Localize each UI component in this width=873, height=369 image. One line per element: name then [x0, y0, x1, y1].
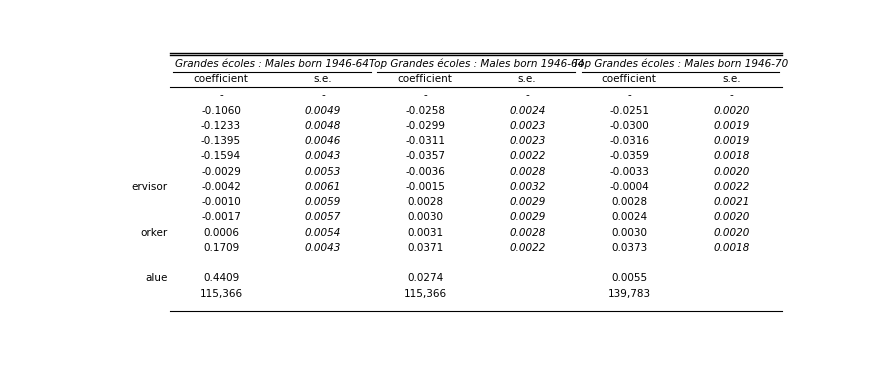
Text: 0.0043: 0.0043 [305, 243, 341, 253]
Text: 0.0019: 0.0019 [713, 121, 750, 131]
Text: 0.0048: 0.0048 [305, 121, 341, 131]
Text: Top Grandes écoles : Males born 1946-70: Top Grandes écoles : Males born 1946-70 [573, 59, 788, 69]
Text: 0.0023: 0.0023 [509, 121, 546, 131]
Text: 0.0006: 0.0006 [203, 228, 239, 238]
Text: -0.1594: -0.1594 [201, 151, 241, 161]
Text: 0.0028: 0.0028 [509, 167, 546, 177]
Text: orker: orker [140, 228, 168, 238]
Text: s.e.: s.e. [313, 74, 333, 84]
Text: -0.0316: -0.0316 [609, 136, 650, 146]
Text: -0.0251: -0.0251 [609, 106, 650, 115]
Text: 0.1709: 0.1709 [203, 243, 239, 253]
Text: alue: alue [145, 273, 168, 283]
Text: 0.0030: 0.0030 [407, 213, 443, 223]
Text: 0.0031: 0.0031 [407, 228, 443, 238]
Text: -0.0036: -0.0036 [405, 167, 445, 177]
Text: 0.0018: 0.0018 [713, 243, 750, 253]
Text: s.e.: s.e. [722, 74, 740, 84]
Text: -0.0015: -0.0015 [405, 182, 445, 192]
Text: 0.0028: 0.0028 [407, 197, 443, 207]
Text: 115,366: 115,366 [199, 289, 243, 299]
Text: -: - [219, 90, 223, 100]
Text: ervisor: ervisor [131, 182, 168, 192]
Text: 0.0043: 0.0043 [305, 151, 341, 161]
Text: 0.0020: 0.0020 [713, 213, 750, 223]
Text: 0.0028: 0.0028 [611, 197, 647, 207]
Text: -0.1233: -0.1233 [201, 121, 241, 131]
Text: 0.0061: 0.0061 [305, 182, 341, 192]
Text: 0.0020: 0.0020 [713, 106, 750, 115]
Text: 0.0274: 0.0274 [407, 273, 443, 283]
Text: -0.0357: -0.0357 [405, 151, 445, 161]
Text: -0.0004: -0.0004 [609, 182, 650, 192]
Text: 0.0053: 0.0053 [305, 167, 341, 177]
Text: 0.0023: 0.0023 [509, 136, 546, 146]
Text: 0.0024: 0.0024 [611, 213, 647, 223]
Text: 0.0032: 0.0032 [509, 182, 546, 192]
Text: 139,783: 139,783 [608, 289, 650, 299]
Text: -0.0311: -0.0311 [405, 136, 445, 146]
Text: -0.1060: -0.1060 [201, 106, 241, 115]
Text: -0.0029: -0.0029 [201, 167, 241, 177]
Text: 0.0029: 0.0029 [509, 197, 546, 207]
Text: 0.0018: 0.0018 [713, 151, 750, 161]
Text: 0.0029: 0.0029 [509, 213, 546, 223]
Text: -: - [423, 90, 427, 100]
Text: -0.0010: -0.0010 [201, 197, 241, 207]
Text: coefficient: coefficient [601, 74, 656, 84]
Text: -0.0042: -0.0042 [201, 182, 241, 192]
Text: -: - [321, 90, 325, 100]
Text: 0.0022: 0.0022 [509, 243, 546, 253]
Text: 0.0022: 0.0022 [509, 151, 546, 161]
Text: 0.0020: 0.0020 [713, 228, 750, 238]
Text: -0.0017: -0.0017 [201, 213, 241, 223]
Text: 0.0046: 0.0046 [305, 136, 341, 146]
Text: s.e.: s.e. [518, 74, 537, 84]
Text: 0.0021: 0.0021 [713, 197, 750, 207]
Text: -0.0300: -0.0300 [609, 121, 650, 131]
Text: 0.0028: 0.0028 [509, 228, 546, 238]
Text: 0.0020: 0.0020 [713, 167, 750, 177]
Text: -0.1395: -0.1395 [201, 136, 241, 146]
Text: 0.0049: 0.0049 [305, 106, 341, 115]
Text: 0.0024: 0.0024 [509, 106, 546, 115]
Text: -: - [730, 90, 733, 100]
Text: 0.0371: 0.0371 [407, 243, 443, 253]
Text: -: - [526, 90, 529, 100]
Text: coefficient: coefficient [194, 74, 249, 84]
Text: coefficient: coefficient [398, 74, 452, 84]
Text: 0.0030: 0.0030 [611, 228, 647, 238]
Text: 0.0373: 0.0373 [611, 243, 648, 253]
Text: -0.0033: -0.0033 [609, 167, 650, 177]
Text: 0.0019: 0.0019 [713, 136, 750, 146]
Text: -0.0299: -0.0299 [405, 121, 445, 131]
Text: 0.4409: 0.4409 [203, 273, 239, 283]
Text: 0.0055: 0.0055 [611, 273, 647, 283]
Text: 0.0057: 0.0057 [305, 213, 341, 223]
Text: 0.0022: 0.0022 [713, 182, 750, 192]
Text: -0.0359: -0.0359 [609, 151, 650, 161]
Text: Top Grandes écoles : Males born 1946-64: Top Grandes écoles : Males born 1946-64 [368, 59, 584, 69]
Text: Grandes écoles : Males born 1946-64: Grandes écoles : Males born 1946-64 [175, 59, 369, 69]
Text: -0.0258: -0.0258 [405, 106, 445, 115]
Text: -: - [628, 90, 631, 100]
Text: 0.0059: 0.0059 [305, 197, 341, 207]
Text: 0.0054: 0.0054 [305, 228, 341, 238]
Text: 115,366: 115,366 [403, 289, 447, 299]
